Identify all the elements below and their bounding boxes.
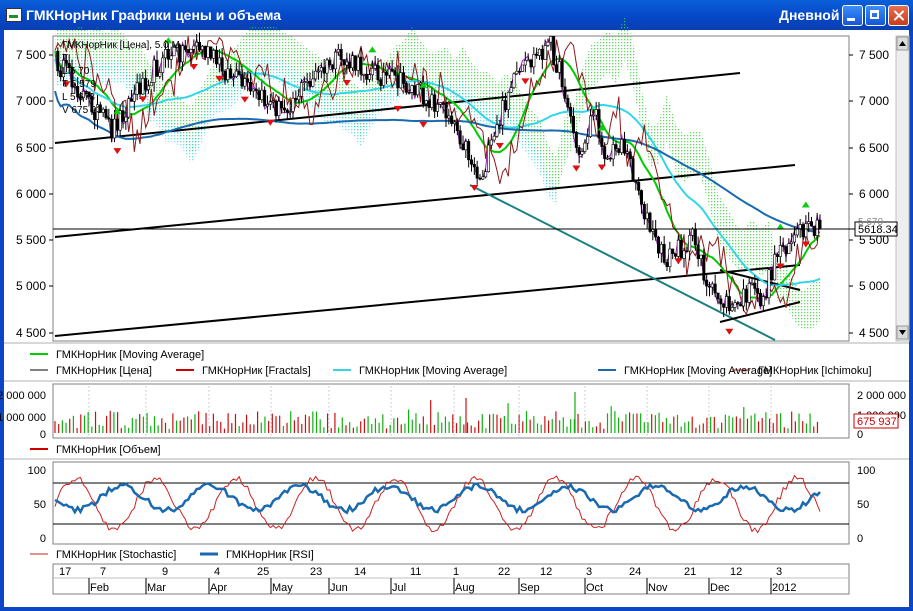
price-tick-left: 7 000 <box>16 94 46 108</box>
info-line: Т 5 579 <box>62 79 96 90</box>
chart-app-icon <box>6 8 22 22</box>
osc-tick-left: 50 <box>34 499 46 511</box>
last-volume-label: 675 937 <box>857 416 897 428</box>
price-tick-left: 5 000 <box>16 279 46 293</box>
time-month-label: Oct <box>586 582 603 594</box>
time-month-label: Feb <box>90 582 109 594</box>
price-tick-left: 4 500 <box>16 326 46 340</box>
price-tick-right: 5 500 <box>859 233 889 247</box>
time-day-label: 17 <box>59 566 71 578</box>
legend-item[interactable]: ГМКНорНик [Moving Average] <box>359 365 507 377</box>
price-tick-left: 7 500 <box>16 48 46 62</box>
time-day-label: 9 <box>162 566 168 578</box>
time-day-label: 25 <box>257 566 269 578</box>
time-day-label: 1 <box>453 566 459 578</box>
time-day-label: 14 <box>354 566 366 578</box>
time-month-label: 2012 <box>772 582 796 594</box>
osc-tick-right: 100 <box>857 465 875 477</box>
time-day-label: 11 <box>410 566 421 578</box>
close-button[interactable] <box>888 5 909 26</box>
info-line: L 5 678 <box>62 92 95 103</box>
oscillator-panel[interactable] <box>52 461 850 545</box>
volume-tick-right: 2 000 000 <box>857 390 906 402</box>
price-tick-right: 5 000 <box>859 279 889 293</box>
time-month-label: Mar <box>147 582 166 594</box>
ichimoku-cloud <box>55 17 820 330</box>
time-day-label: 12 <box>730 566 742 578</box>
price-tick-left: 6 000 <box>16 187 46 201</box>
time-day-label: 7 <box>100 566 106 578</box>
osc-tick-left: 100 <box>28 465 46 477</box>
legend-item[interactable]: ГМКНорНик [Объем] <box>56 444 161 456</box>
osc-tick-right: 0 <box>857 533 863 545</box>
info-line: V 675 93 <box>62 105 102 116</box>
scroll-up-arrow-icon <box>899 41 906 46</box>
period-label[interactable]: Дневной <box>779 7 840 23</box>
legend-item[interactable]: ГМКНорНик [Ichimoku] <box>758 365 872 377</box>
time-axis[interactable] <box>52 563 850 595</box>
time-month-label: Jul <box>392 582 406 594</box>
time-day-label: 22 <box>498 566 510 578</box>
price-tick-left: 6 500 <box>16 141 46 155</box>
time-month-label: Apr <box>210 582 227 594</box>
legend-item[interactable]: ГМКНорНик [Цена] <box>56 365 152 377</box>
time-month-label: Sep <box>520 582 540 594</box>
time-day-label: 3 <box>776 566 782 578</box>
volume-tick-left: 0 <box>40 429 46 441</box>
time-day-label: 21 <box>684 566 696 578</box>
fractal-markers <box>62 37 810 335</box>
legend-item[interactable]: ГМКНорНик [Stochastic] <box>56 549 176 561</box>
price-tick-right: 4 500 <box>859 326 889 340</box>
last-price-label: 5618.34 <box>858 224 898 236</box>
last-price-top-label: 5 670 <box>858 217 883 228</box>
price-tick-right: 6 500 <box>859 141 889 155</box>
last-price-box <box>854 221 898 237</box>
volume-tick-left: 1 000 000 <box>0 412 46 424</box>
price-tick-right: 7 000 <box>859 94 889 108</box>
title-bar: ГМКНорНик Графики цены и объема Дневной <box>0 0 913 30</box>
time-month-label: Dec <box>710 582 730 594</box>
volume-tick-left: 2 000 000 <box>0 390 46 402</box>
price-tick-left: 5 500 <box>16 233 46 247</box>
price-scrollbar[interactable] <box>895 35 910 342</box>
volume-tick-right: 0 <box>857 429 863 441</box>
time-day-label: 3 <box>586 566 592 578</box>
time-day-label: 23 <box>310 566 322 578</box>
minimize-button[interactable] <box>842 5 863 26</box>
legend-item[interactable]: ГМКНорНик [Moving Average] <box>56 349 204 361</box>
osc-tick-left: 0 <box>40 533 46 545</box>
volume-bars <box>54 386 819 436</box>
time-month-label: Nov <box>648 582 668 594</box>
osc-tick-right: 50 <box>857 499 869 511</box>
time-month-label: May <box>272 582 293 594</box>
time-month-label: Jun <box>330 582 348 594</box>
window-frame <box>0 30 913 611</box>
time-day-label: 12 <box>540 566 552 578</box>
volume-panel[interactable] <box>52 383 850 439</box>
maximize-button[interactable] <box>865 5 886 26</box>
info-line: ГМКНорНик [Цена], 5.0 М <box>62 40 180 51</box>
time-month-label: Aug <box>455 582 475 594</box>
price-tick-right: 7 500 <box>859 48 889 62</box>
oscillator-lines <box>54 474 821 534</box>
legend-item[interactable]: ГМКНорНик [RSI] <box>226 549 314 561</box>
window-title: ГМКНорНик Графики цены и объема <box>26 7 282 23</box>
info-line: Т <box>62 53 68 64</box>
legend-item[interactable]: ГМКНорНик [Fractals] <box>202 365 311 377</box>
price-tick-right: 6 000 <box>859 187 889 201</box>
time-day-label: 24 <box>629 566 641 578</box>
legend-item[interactable]: ГМКНорНик [Moving Average] <box>624 365 772 377</box>
last-volume-box <box>853 413 899 429</box>
info-line: L 5 70 <box>62 66 90 77</box>
price-candles <box>56 32 822 318</box>
time-day-label: 4 <box>214 566 220 578</box>
scroll-down-arrow-icon <box>899 330 906 335</box>
